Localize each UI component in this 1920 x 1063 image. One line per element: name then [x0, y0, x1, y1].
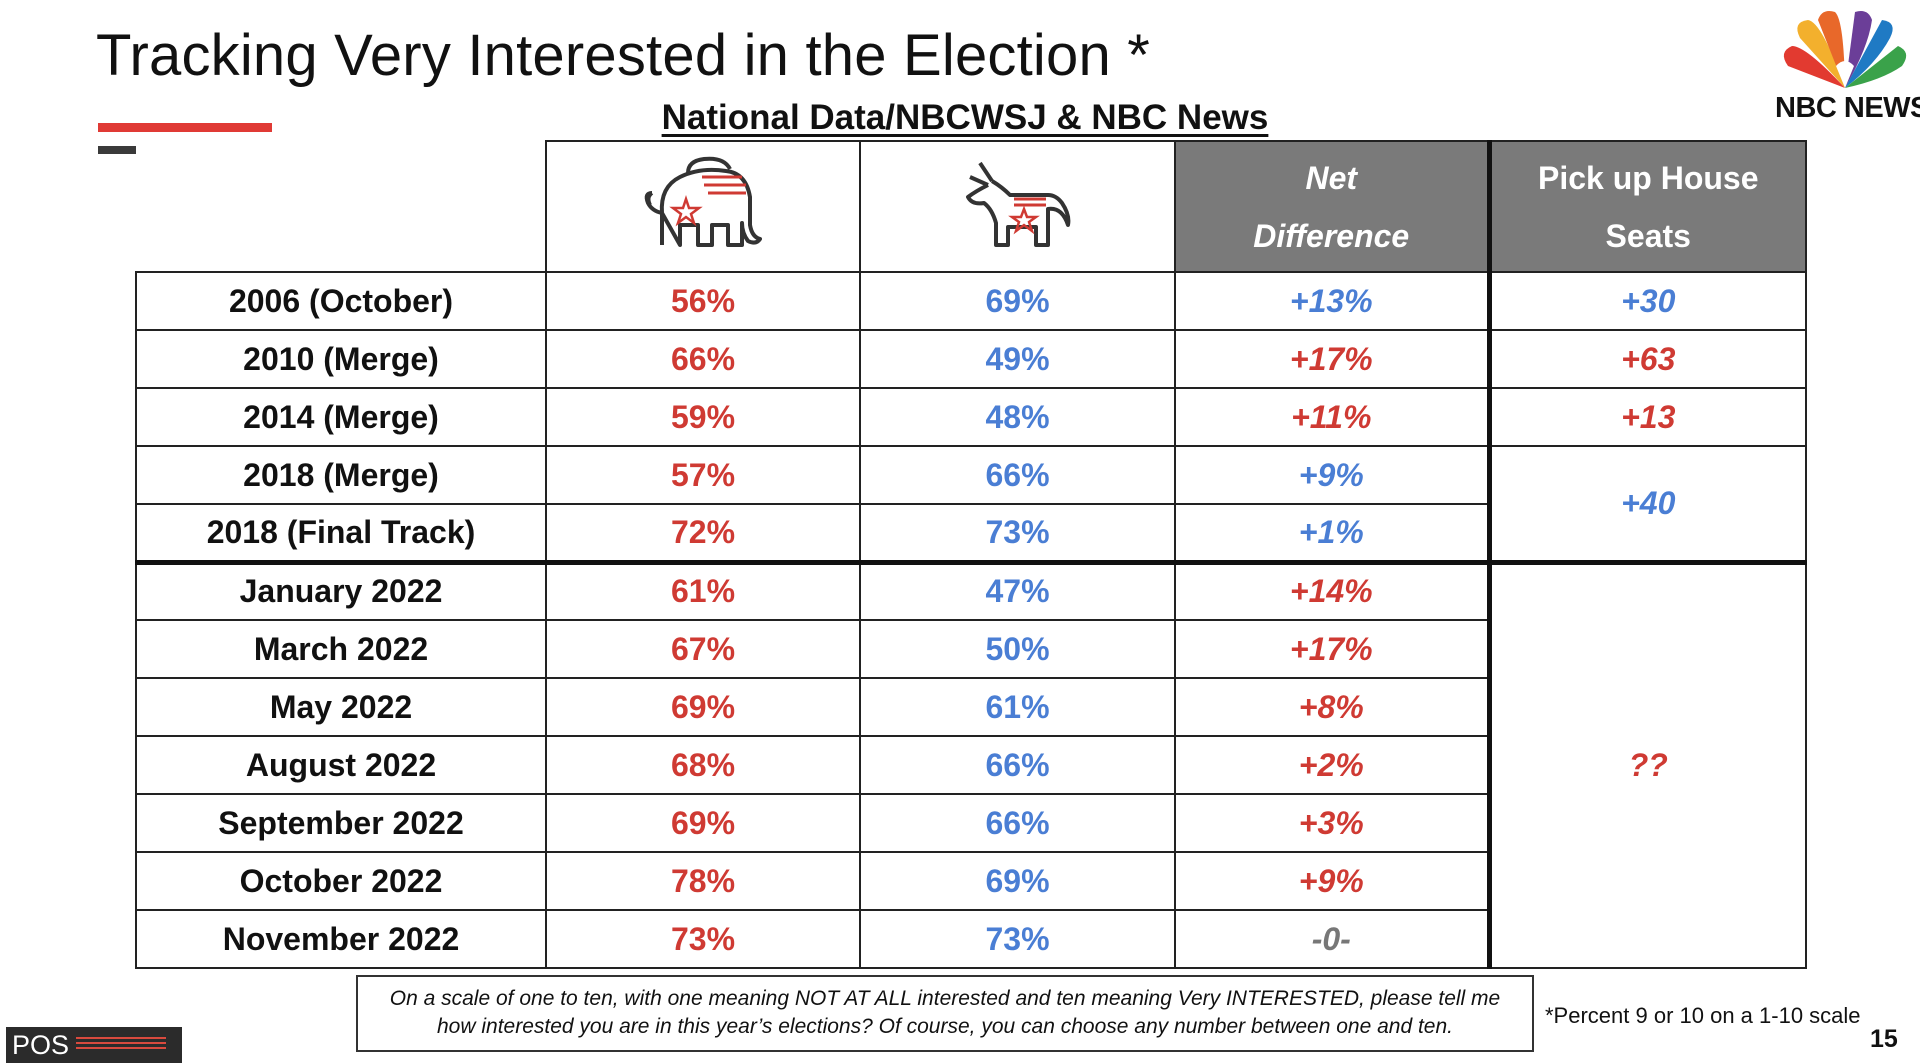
net-difference-value: +1%	[1174, 503, 1490, 563]
row-label: September 2022	[135, 793, 547, 853]
net-difference-value: +17%	[1174, 329, 1490, 389]
title-accent-bar-dark	[98, 146, 136, 154]
seats-value: +30	[1486, 271, 1807, 331]
democrat-header	[859, 140, 1176, 273]
net-difference-value: +3%	[1174, 793, 1490, 853]
republican-value: 72%	[545, 503, 861, 563]
net-difference-value: +13%	[1174, 271, 1490, 331]
democrat-value: 69%	[859, 271, 1176, 331]
header-blank	[136, 141, 547, 273]
republican-value: 69%	[545, 793, 861, 853]
democrat-value: 66%	[859, 445, 1176, 505]
democrat-value: 49%	[859, 329, 1176, 389]
row-label: August 2022	[135, 735, 547, 795]
net-difference-value: +14%	[1174, 559, 1490, 621]
democrat-value: 73%	[859, 503, 1176, 563]
nbc-news-logo: NBC NEWS	[1775, 8, 1920, 125]
republican-value: 69%	[545, 677, 861, 737]
table-row: October 2022 78% 69% +9%	[135, 851, 1806, 911]
republican-header	[545, 140, 861, 273]
table-row: 2018 (Merge) 57% 66% +9% +40	[135, 445, 1807, 563]
seats-value: +13	[1486, 387, 1807, 447]
table-row: January 2022 61% 47% +14% ??	[135, 559, 1807, 969]
republican-value: 73%	[545, 909, 861, 969]
header-row: Net Difference Pick up House Seats	[136, 140, 1807, 273]
row-label: March 2022	[135, 619, 547, 679]
republican-value: 56%	[545, 271, 861, 331]
row-label: 2018 (Merge)	[135, 445, 547, 505]
net-difference-value: +8%	[1174, 677, 1490, 737]
democrat-value: 73%	[859, 909, 1176, 969]
house-seats-header: Pick up House Seats	[1486, 140, 1807, 273]
logo-text: NBC NEWS	[1775, 92, 1920, 124]
page-number: 15	[1870, 1025, 1898, 1053]
seats-value: ??	[1486, 559, 1807, 969]
republican-value: 59%	[545, 387, 861, 447]
democrat-value: 69%	[859, 851, 1176, 911]
democrat-value: 50%	[859, 619, 1176, 679]
net-difference-value: +9%	[1174, 445, 1490, 505]
republican-value: 57%	[545, 445, 861, 505]
table-row: September 2022 69% 66% +3%	[135, 793, 1806, 853]
row-label: 2006 (October)	[135, 271, 547, 331]
seats-value: +40	[1486, 445, 1807, 563]
republican-value: 66%	[545, 329, 861, 389]
republican-value: 67%	[545, 619, 861, 679]
peacock-icon	[1783, 11, 1907, 88]
democrat-value: 66%	[859, 793, 1176, 853]
donkey-icon	[965, 161, 1070, 247]
table-row: August 2022 68% 66% +2%	[135, 735, 1806, 795]
table-row: 2014 (Merge) 59% 48% +11% +13	[135, 387, 1807, 447]
democrat-value: 48%	[859, 387, 1176, 447]
republican-value: 68%	[545, 735, 861, 795]
elephant-icon	[644, 156, 762, 247]
subtitle-text: National Data/NBCWSJ & NBC News	[661, 98, 1269, 137]
table-row: 2018 (Final Track) 72% 73% +1%	[135, 503, 1806, 563]
row-label: 2018 (Final Track)	[135, 503, 547, 563]
net-difference-value: +2%	[1174, 735, 1490, 795]
row-label: 2010 (Merge)	[135, 329, 547, 389]
net-difference-value: +11%	[1174, 387, 1490, 447]
republican-value: 78%	[545, 851, 861, 911]
net-header-line1: Net	[1305, 159, 1358, 196]
interest-table: Net Difference Pick up House Seats 2006 …	[135, 140, 1807, 969]
democrat-value: 61%	[859, 677, 1176, 737]
table-row: May 2022 69% 61% +8%	[135, 677, 1806, 737]
slide-title: Tracking Very Interested in the Election…	[96, 23, 1151, 88]
row-label: 2014 (Merge)	[135, 387, 547, 447]
table-row: March 2022 67% 50% +17%	[135, 619, 1806, 679]
seats-header-line2: Seats	[1605, 217, 1691, 254]
question-line-1: On a scale of one to ten, with one meani…	[389, 987, 1501, 1010]
survey-question-box: On a scale of one to ten, with one meani…	[356, 975, 1534, 1052]
table-row: 2006 (October) 56% 69% +13% +30	[135, 271, 1807, 331]
net-difference-value: -0-	[1174, 909, 1490, 969]
table-row: November 2022 73% 73% -0-	[135, 909, 1806, 969]
democrat-value: 66%	[859, 735, 1176, 795]
pos-logo-lines	[76, 1037, 166, 1052]
footnote: *Percent 9 or 10 on a 1-10 scale	[1545, 1003, 1861, 1028]
pos-logo: POS	[6, 1027, 182, 1063]
net-difference-header: Net Difference	[1174, 140, 1490, 273]
row-label: January 2022	[135, 559, 547, 621]
title-accent-bar	[98, 123, 272, 132]
row-label: May 2022	[135, 677, 547, 737]
pos-logo-text: POS	[12, 1030, 70, 1060]
net-difference-value: +17%	[1174, 619, 1490, 679]
table-subtitle: National Data/NBCWSJ & NBC News	[0, 98, 1920, 138]
seats-header-line1: Pick up House	[1538, 159, 1759, 196]
republican-value: 61%	[545, 559, 861, 621]
question-line-2: how interested you are in this year’s el…	[436, 1015, 1453, 1038]
net-difference-value: +9%	[1174, 851, 1490, 911]
table-row: 2010 (Merge) 66% 49% +17% +63	[135, 329, 1807, 389]
net-header-line2: Difference	[1253, 217, 1410, 254]
democrat-value: 47%	[859, 559, 1176, 621]
row-label: November 2022	[135, 909, 547, 969]
row-label: October 2022	[135, 851, 547, 911]
seats-value: +63	[1486, 329, 1807, 389]
